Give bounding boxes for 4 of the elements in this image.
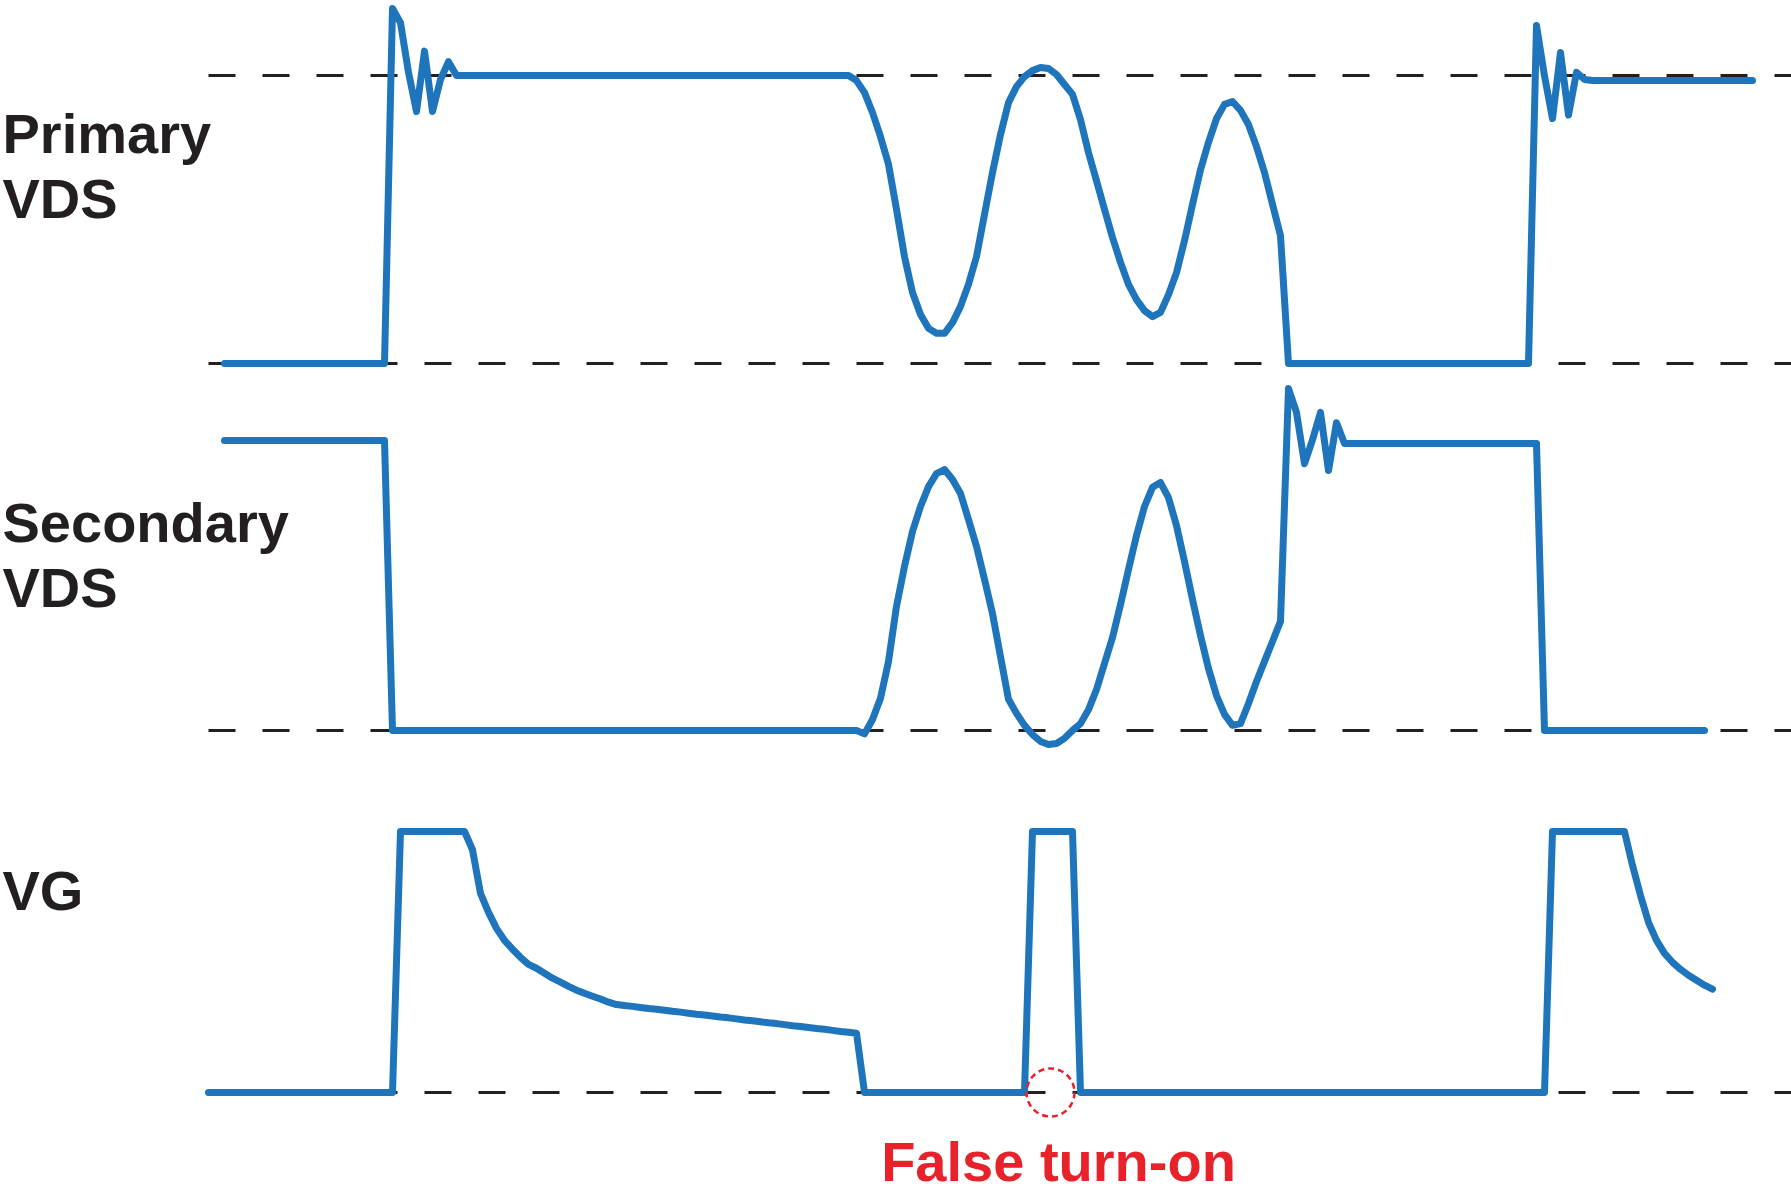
text: False turn-on <box>881 1130 1236 1193</box>
y-axis-title: Primary VDS <box>2 102 212 230</box>
y-axis-title: Secondary VDS <box>2 491 289 619</box>
y-axis-title: VG <box>2 859 84 922</box>
